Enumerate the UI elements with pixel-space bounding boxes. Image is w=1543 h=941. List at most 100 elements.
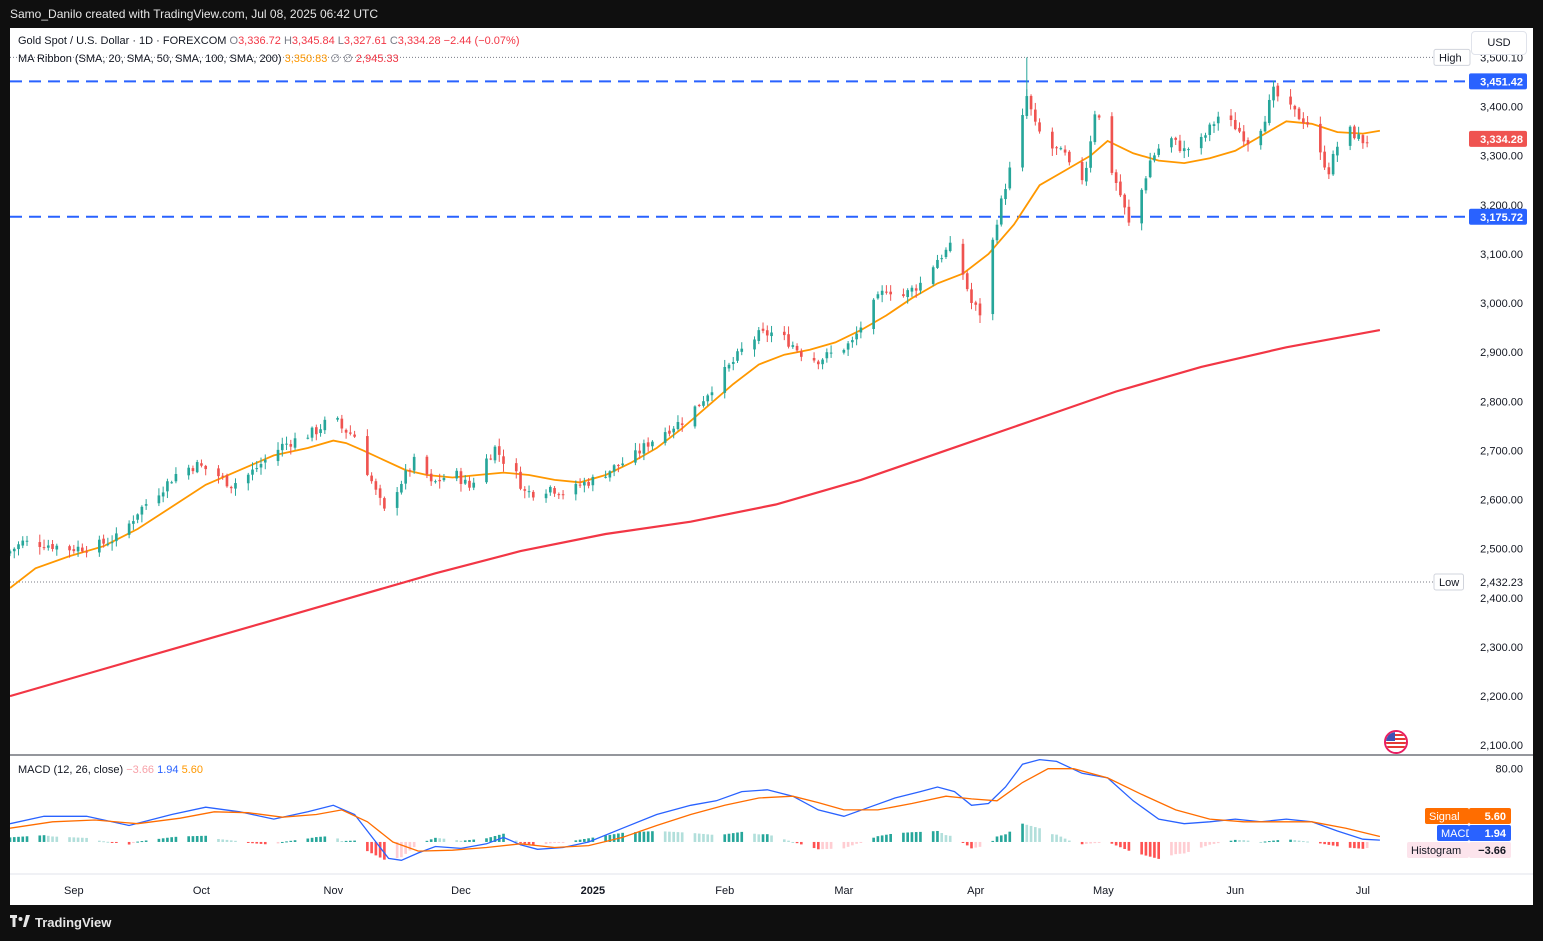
candle-body <box>55 545 59 550</box>
candle-body <box>395 492 399 508</box>
candle-body <box>1097 115 1101 118</box>
macd-histogram-bar <box>1080 841 1084 845</box>
candle-body <box>234 483 237 489</box>
y-tick-label: 3,400.00 <box>1480 102 1523 114</box>
candle-body <box>127 523 131 535</box>
candle-body <box>76 546 80 552</box>
macd-histogram-bar <box>1246 840 1250 842</box>
candle-body <box>1238 127 1241 132</box>
candle-body <box>761 328 765 331</box>
candle-body <box>485 458 488 483</box>
macd-histogram-bar <box>936 830 939 842</box>
candle-body <box>229 486 233 489</box>
candle-body <box>961 243 965 275</box>
macd-histogram-bar <box>280 841 284 843</box>
macd-histogram-bar <box>1336 841 1339 847</box>
candle-body <box>200 463 203 466</box>
candle-body <box>285 443 288 445</box>
candle-body <box>855 333 858 340</box>
candle-body <box>876 294 880 299</box>
macd-signal-line <box>9 768 1381 852</box>
currency-button[interactable]: USD <box>1471 31 1527 55</box>
macd-histogram-bar <box>263 841 267 845</box>
price-level-tag <box>1469 208 1527 225</box>
macd-tag-value: 5.60 <box>1485 811 1506 823</box>
macd-histogram-bar <box>1263 841 1267 843</box>
candle-body <box>1187 149 1190 151</box>
candle-body <box>710 392 714 396</box>
macd-histogram-bar <box>740 831 744 842</box>
macd-histogram-bar <box>21 836 25 842</box>
us-flag-icon[interactable] <box>1384 730 1408 754</box>
candle-body <box>974 302 978 305</box>
candle-body <box>787 334 790 347</box>
extreme-name-text: Low <box>1439 577 1459 589</box>
y-tick-label: 2,500.00 <box>1480 544 1523 556</box>
macd-histogram-bar <box>1233 839 1237 842</box>
candle-body <box>1127 206 1131 223</box>
candle-body <box>344 429 348 433</box>
candle-body <box>404 470 407 484</box>
tradingview-brand: TradingView <box>35 915 112 930</box>
candle-body <box>1093 114 1097 143</box>
macd-histogram-bar <box>102 841 105 843</box>
macd-histogram-bar <box>336 838 339 842</box>
macd-histogram-bar <box>527 841 531 845</box>
macd-histogram-bar <box>25 836 29 842</box>
macd-histogram-bar <box>548 841 552 844</box>
candle-body <box>1289 96 1292 105</box>
macd-histogram-bar <box>442 838 446 842</box>
candle-body <box>1157 148 1161 155</box>
macd-histogram-bar <box>880 835 884 842</box>
candle-body <box>1353 126 1356 139</box>
candle-body <box>378 488 382 498</box>
tradingview-logo[interactable]: TradingView <box>10 915 111 930</box>
macd-histogram-bar <box>519 841 522 843</box>
ma-ribbon-title: MA Ribbon (SMA, 20, SMA, 50, SMA, 100, S… <box>18 53 282 65</box>
candle-body <box>1033 109 1037 122</box>
candle-body <box>740 348 744 352</box>
candle-body <box>157 495 161 504</box>
macd-histogram-bar <box>604 835 607 842</box>
candle-body <box>1123 194 1126 208</box>
candle-body <box>604 476 607 478</box>
macd-histogram-bar <box>561 841 565 843</box>
candle-body <box>1323 151 1326 168</box>
macd-histogram-bar <box>395 841 399 859</box>
macd-histogram-bar <box>289 840 293 842</box>
macd-histogram-bar <box>1063 838 1067 842</box>
candle-body <box>978 303 982 316</box>
candle-body <box>289 444 293 447</box>
candle-body <box>204 465 208 470</box>
macd-histogram-bar <box>574 840 578 842</box>
candle-body <box>110 542 114 544</box>
macd-histogram-bar <box>310 837 314 842</box>
candle-body <box>191 468 195 472</box>
candle-body <box>731 361 735 364</box>
candle-body <box>12 548 16 552</box>
macd-histogram-bar <box>1302 841 1305 843</box>
macd-histogram-bar <box>795 841 799 844</box>
macd-histogram-bar <box>251 841 254 844</box>
macd-histogram-bar <box>259 841 263 844</box>
chart-svg[interactable]: 2,100.00 2,200.00 2,300.00 2,400.00 2,500.00… <box>8 28 1533 905</box>
macd-histogram-bar <box>676 832 680 842</box>
extreme-name-text: High <box>1439 52 1462 64</box>
candle-body <box>757 330 761 341</box>
macd-tag-name-bg <box>1437 825 1469 841</box>
macd-histogram-bar <box>1212 841 1216 844</box>
macd-histogram-bar <box>353 840 356 842</box>
candle-body <box>408 470 412 472</box>
macd-histogram-bar <box>965 841 969 846</box>
candle-body <box>1246 140 1250 145</box>
macd-histogram-bar <box>285 841 288 843</box>
chart-frame[interactable]: 2,100.00 2,200.00 2,300.00 2,400.00 2,500.00… <box>8 28 1533 905</box>
macd-histogram-bar <box>842 841 846 849</box>
candle-body <box>144 504 148 506</box>
price-level-tag-text: 3,451.42 <box>1480 76 1523 88</box>
macd-histogram-bar <box>1170 841 1173 856</box>
candle-body <box>166 481 169 492</box>
candle-body <box>1263 121 1267 132</box>
candle-body <box>1229 115 1233 121</box>
candle-body <box>514 463 518 472</box>
